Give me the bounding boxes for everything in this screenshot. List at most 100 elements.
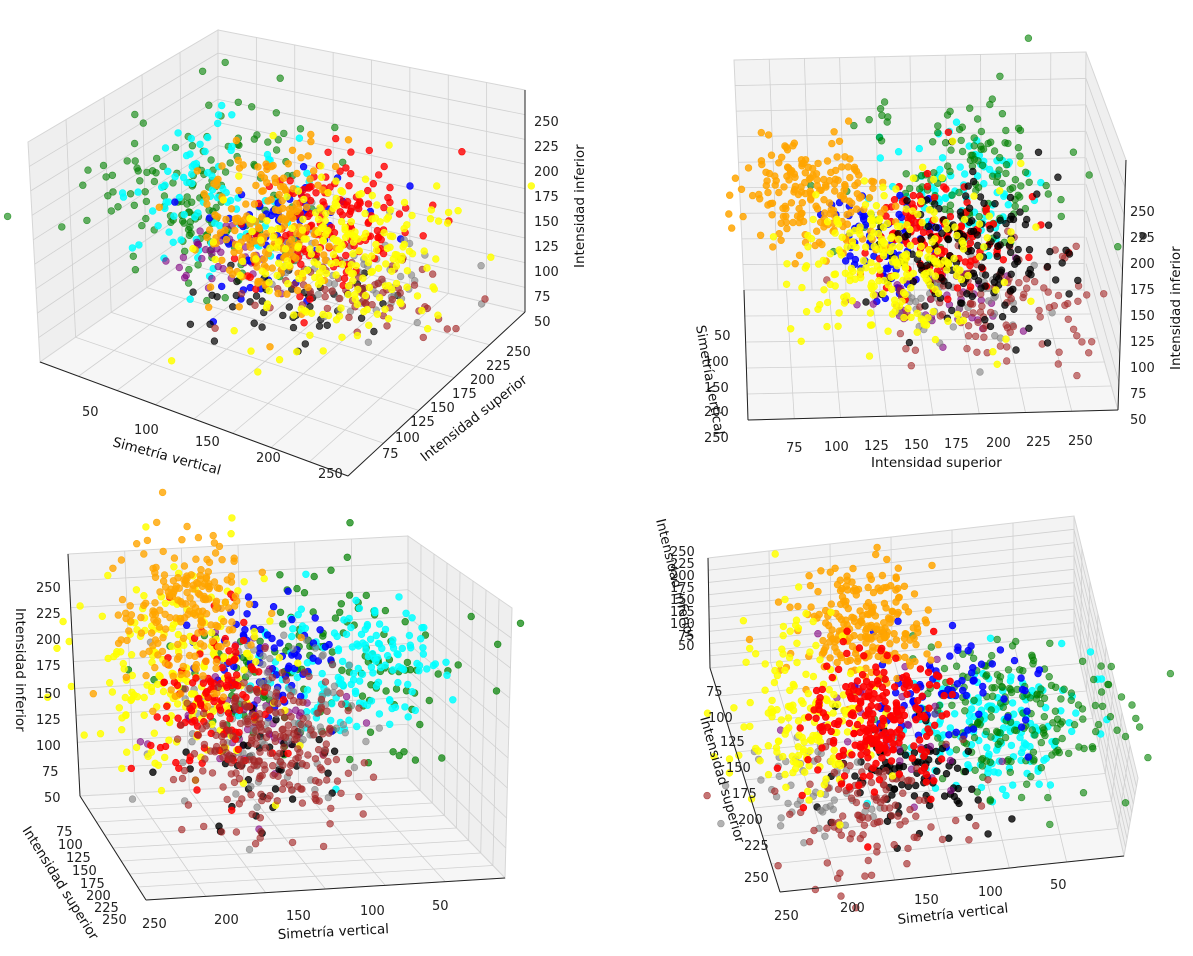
data-point	[332, 724, 340, 732]
data-point	[370, 327, 378, 336]
data-point	[246, 214, 254, 223]
data-point	[277, 708, 285, 717]
data-point	[894, 235, 903, 244]
data-point	[267, 195, 275, 204]
data-point	[330, 629, 339, 637]
data-point	[1057, 695, 1065, 703]
data-point	[339, 721, 348, 729]
data-point	[801, 768, 809, 776]
data-point	[266, 343, 274, 351]
data-point	[293, 673, 302, 682]
data-point	[883, 705, 891, 713]
data-point	[752, 650, 760, 658]
data-point	[821, 832, 829, 840]
data-point	[369, 669, 377, 677]
data-point	[304, 283, 312, 292]
gridline	[30, 75, 219, 192]
data-point	[906, 225, 914, 234]
data-point	[352, 689, 360, 698]
data-point	[236, 271, 244, 279]
data-point	[304, 184, 313, 192]
data-point	[251, 633, 259, 641]
data-point	[250, 319, 258, 327]
data-point	[151, 573, 160, 582]
data-point	[1067, 689, 1076, 697]
data-point	[826, 250, 835, 258]
data-point	[816, 790, 825, 798]
data-point	[209, 238, 218, 246]
data-point	[293, 348, 301, 356]
data-point	[305, 672, 313, 681]
data-point	[135, 241, 143, 249]
data-point	[317, 224, 326, 232]
data-point	[432, 255, 440, 263]
data-point	[1067, 696, 1075, 705]
data-point	[338, 666, 346, 674]
data-point	[938, 835, 947, 844]
data-point	[959, 316, 968, 325]
z-tick-label: 125	[534, 240, 559, 255]
data-point	[79, 181, 87, 189]
data-point	[232, 790, 240, 798]
data-point	[947, 786, 955, 795]
data-point	[219, 693, 228, 701]
data-point	[303, 686, 312, 694]
data-point	[324, 148, 332, 157]
data-point	[995, 166, 1003, 174]
data-point	[844, 163, 852, 171]
data-point	[907, 362, 915, 370]
data-point	[876, 154, 884, 162]
data-point	[850, 121, 858, 130]
data-point	[198, 725, 206, 733]
data-point	[879, 237, 887, 246]
data-point	[910, 590, 919, 598]
data-point	[878, 571, 887, 580]
data-point	[1058, 259, 1066, 267]
data-point	[860, 821, 869, 829]
data-point	[256, 748, 264, 756]
data-point	[234, 242, 243, 250]
data-point	[260, 174, 269, 182]
data-point	[265, 278, 273, 287]
data-point	[169, 179, 177, 187]
data-point	[350, 763, 359, 772]
data-point	[314, 290, 322, 299]
data-point	[972, 822, 980, 830]
data-point	[209, 531, 217, 540]
data-point	[1113, 726, 1121, 734]
gridline	[771, 828, 1118, 865]
data-point	[404, 713, 412, 721]
data-point	[194, 261, 202, 269]
data-point	[276, 639, 284, 647]
data-point	[977, 783, 986, 792]
data-point	[420, 247, 428, 255]
data-point	[335, 245, 343, 254]
data-point	[159, 547, 167, 556]
data-point	[276, 74, 284, 82]
data-point	[998, 313, 1007, 321]
data-point	[282, 676, 290, 684]
data-point	[1045, 673, 1053, 681]
data-point	[231, 602, 239, 610]
data-point	[855, 644, 864, 652]
panel-top-right: 50 100 150 200 250 Simetría vertical 75 …	[596, 0, 1193, 478]
data-point	[289, 323, 298, 332]
data-point	[338, 700, 346, 708]
x-axis-label: Simetría vertical	[277, 921, 389, 943]
data-point	[774, 737, 783, 745]
data-point	[1062, 246, 1070, 255]
z-tick-label: 200	[534, 165, 559, 180]
data-point	[239, 691, 247, 699]
data-point	[235, 186, 243, 195]
data-point	[757, 776, 765, 784]
data-point	[983, 671, 991, 679]
data-point	[189, 244, 197, 253]
data-point	[703, 709, 712, 717]
gridline	[1085, 263, 1120, 383]
data-point	[222, 235, 231, 244]
data-point	[328, 660, 337, 669]
data-point	[333, 201, 341, 210]
data-point	[349, 277, 357, 285]
data-point	[901, 653, 909, 662]
data-point	[322, 209, 330, 218]
